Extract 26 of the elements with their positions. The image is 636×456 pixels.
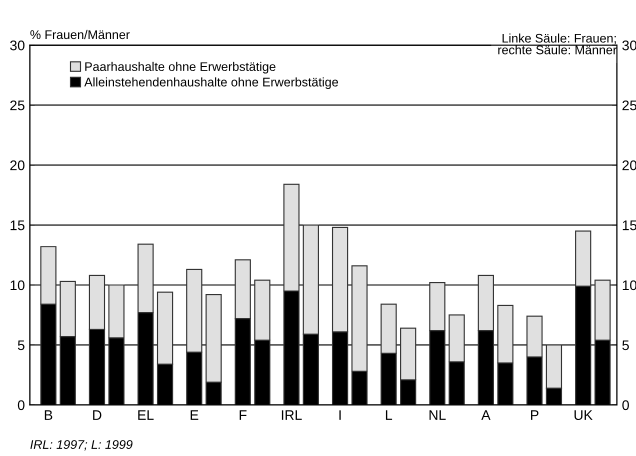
x-tick-label: D — [93, 410, 102, 420]
legend-label: Alleinstehendenhaushalte ohne Erwerbstätige — [84, 77, 338, 89]
y-tick-label: 10 — [10, 280, 24, 290]
x-tick-label: IRL — [282, 410, 302, 420]
x-tick-label: P — [531, 410, 538, 420]
x-tick-label: NL — [430, 410, 446, 420]
y-tick-label: 25 — [10, 100, 24, 110]
text: IRL: 1997; L: 1999 — [30, 440, 132, 450]
y-tick-label: 20 — [10, 160, 24, 170]
y-axis-title: % Frauen/Männer — [30, 30, 130, 40]
y2-tick-label: 0 — [622, 400, 629, 410]
x-tick-label: E — [190, 410, 198, 420]
y2-tick-label: 5 — [622, 340, 629, 350]
x-tick-label: L — [386, 410, 392, 420]
x-tick-label: A — [481, 410, 491, 420]
y-tick-label: 15 — [10, 220, 24, 230]
y-tick-label: 0 — [18, 400, 24, 410]
x-tick-label: F — [240, 410, 247, 420]
y-tick-label: 30 — [10, 40, 24, 50]
x-tick-label: I — [339, 410, 341, 420]
y-tick-label: 5 — [18, 340, 24, 350]
legend-label: Paarhaushalte ohne Erwerbstätige — [85, 62, 276, 74]
x-tick-label: B — [44, 410, 52, 420]
x-tick-label: EL — [138, 410, 154, 420]
annotation: Linke Säule: Frauen; rechte Säule: Männer — [498, 33, 617, 54]
x-tick-label: UK — [574, 410, 593, 420]
